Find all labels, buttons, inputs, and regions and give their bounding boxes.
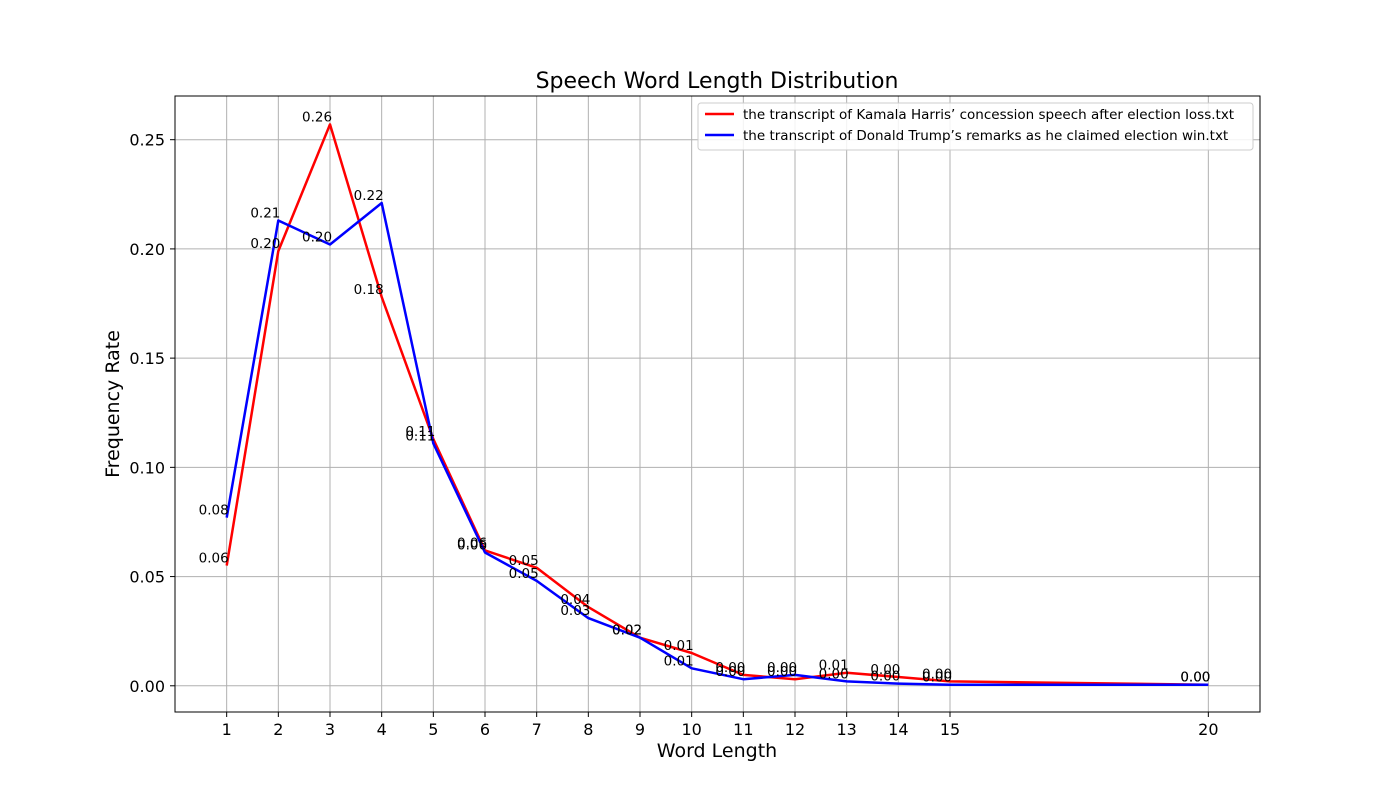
y-tick-label: 0.25 <box>129 131 165 150</box>
legend-label-harris: the transcript of Kamala Harris’ concess… <box>743 107 1234 123</box>
legend-box <box>697 102 1254 151</box>
data-label: 0.11 <box>405 424 435 440</box>
data-label: 0.20 <box>250 236 280 252</box>
data-label: 0.00 <box>1180 670 1210 686</box>
data-label: 0.02 <box>612 623 642 639</box>
data-label: 0.00 <box>715 660 745 676</box>
data-label: 0.05 <box>509 553 539 569</box>
legend: the transcript of Kamala Harris’ concess… <box>697 102 1254 151</box>
data-label: 0.00 <box>870 662 900 678</box>
x-tick-label: 3 <box>325 720 335 739</box>
x-tick-label: 20 <box>1198 720 1218 739</box>
series-line-1 <box>225 201 1209 686</box>
data-label: 0.20 <box>302 230 332 246</box>
data-label: 0.06 <box>199 551 229 567</box>
x-tick-label: 10 <box>681 720 701 739</box>
data-label: 0.06 <box>457 535 487 551</box>
data-label: 0.18 <box>354 282 384 298</box>
x-tick-label: 14 <box>888 720 908 739</box>
x-tick-label: 9 <box>635 720 645 739</box>
x-tick-label: 13 <box>836 720 856 739</box>
data-label: 0.00 <box>1180 670 1210 686</box>
data-label: 0.01 <box>664 638 694 654</box>
data-label: 0.22 <box>354 188 384 204</box>
data-label: 0.00 <box>715 664 745 680</box>
legend-label-trump: the transcript of Donald Trump’s remarks… <box>743 128 1228 144</box>
x-tick-label: 12 <box>785 720 805 739</box>
series-line-0 <box>225 123 1209 686</box>
data-label: 0.04 <box>560 592 590 608</box>
data-label: 0.00 <box>922 666 952 682</box>
x-tick-label: 2 <box>273 720 283 739</box>
chart-title: Speech Word Length Distribution <box>536 69 899 94</box>
data-label: 0.00 <box>819 666 849 682</box>
data-label: 0.03 <box>560 603 590 619</box>
data-label: 0.00 <box>870 669 900 685</box>
plot-frame <box>174 95 1261 713</box>
y-tick-label: 0.00 <box>129 677 165 696</box>
y-tick-label: 0.15 <box>129 349 165 368</box>
x-tick-label: 4 <box>377 720 387 739</box>
grid-lines <box>175 96 1260 712</box>
data-label: 0.00 <box>922 670 952 686</box>
series-lines <box>225 123 1209 686</box>
data-label: 0.00 <box>767 660 797 676</box>
x-tick-label: 1 <box>222 720 232 739</box>
data-label: 0.01 <box>664 653 694 669</box>
x-tick-label: 7 <box>532 720 542 739</box>
y-tick-label: 0.10 <box>129 458 165 477</box>
data-label: 0.02 <box>612 623 642 639</box>
data-label: 0.06 <box>457 538 487 554</box>
data-label: 0.05 <box>509 566 539 582</box>
x-tick-label: 5 <box>428 720 438 739</box>
axis-ticks: 1 2 3 4 5 6 7 8 9 10 11 12 13 14 15 200.000.050.100.150… <box>129 131 1218 739</box>
x-tick-label: 15 <box>940 720 960 739</box>
x-tick-label: 6 <box>480 720 490 739</box>
y-axis-label: Frequency Rate <box>102 330 124 478</box>
y-tick-label: 0.20 <box>129 240 165 259</box>
y-tick-label: 0.05 <box>129 568 165 587</box>
data-label: 0.01 <box>819 658 849 674</box>
x-axis-label: Word Length <box>657 740 777 762</box>
x-tick-label: 8 <box>583 720 593 739</box>
data-label: 0.21 <box>250 206 280 222</box>
data-label: 0.08 <box>199 503 229 519</box>
data-label: 0.00 <box>767 664 797 680</box>
x-tick-label: 11 <box>733 720 753 739</box>
data-labels: 0.06 0.20 0.26 0.18 0.11 0.06 0.05 0.04 0.02 0.01… <box>199 109 1211 685</box>
data-label: 0.11 <box>405 428 435 444</box>
data-label: 0.26 <box>302 109 332 125</box>
